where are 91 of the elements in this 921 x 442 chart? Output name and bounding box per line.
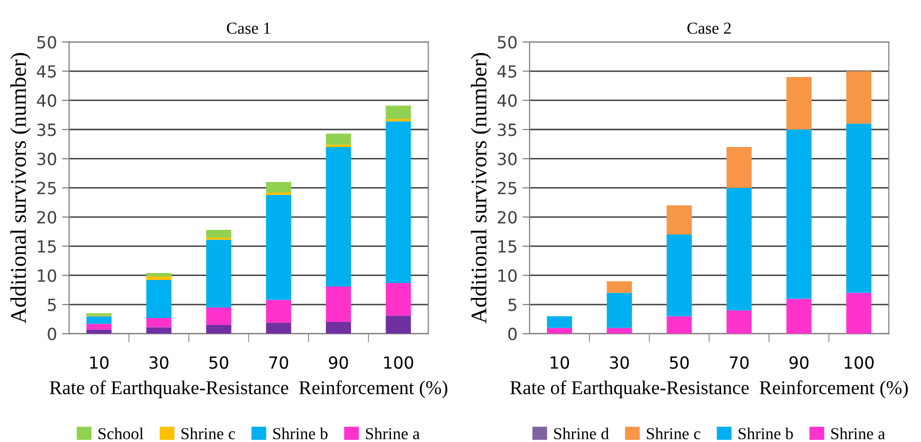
x-tick-label: 90 — [789, 356, 808, 369]
bar — [86, 330, 112, 334]
bar — [146, 273, 172, 277]
bar — [326, 286, 352, 322]
bar — [606, 328, 632, 334]
bar — [726, 147, 752, 188]
bar — [386, 316, 411, 334]
legend-label: Shrine c — [646, 428, 700, 440]
bar — [266, 300, 292, 323]
bar — [846, 124, 872, 293]
legend-label: Shrine d — [554, 428, 609, 440]
bar — [326, 147, 352, 286]
y-tick-label: 15 — [498, 240, 516, 253]
bar — [666, 205, 692, 235]
x-tick-label: 50 — [670, 356, 689, 369]
bar — [146, 327, 172, 334]
chart-title: Case 1 — [226, 22, 270, 34]
bar — [326, 322, 352, 334]
legend-label: Shrine a — [366, 428, 420, 440]
bar — [206, 240, 232, 308]
x-tick-label: 70 — [269, 356, 288, 369]
bar — [726, 310, 752, 334]
bar — [666, 234, 692, 316]
bar — [386, 121, 411, 283]
x-tick-label: 10 — [90, 356, 109, 369]
y-tick-label: 0 — [508, 328, 517, 340]
bar — [786, 130, 812, 299]
x-tick-label: 50 — [209, 356, 228, 369]
legend-label: Shrine a — [831, 428, 886, 440]
x-tick-label: 70 — [730, 356, 749, 369]
y-tick-label: 50 — [37, 36, 56, 49]
y-tick-label: 50 — [498, 36, 517, 49]
x-tick-label: 30 — [150, 356, 168, 369]
bar — [326, 134, 352, 145]
y-tick-label: 20 — [498, 210, 517, 224]
x-axis-title: Rate of Earthquake-Resistance Reinforcement (%) — [50, 380, 448, 398]
y-tick-label: 30 — [498, 152, 517, 166]
x-tick-label: 10 — [550, 356, 570, 369]
chart-title: Case 2 — [687, 22, 731, 34]
x-tick-label: 30 — [610, 356, 629, 369]
x-axis-title: Rate of Earthquake-Resistance Reinforcement (%) — [510, 380, 908, 398]
legend-label: Shrine c — [182, 428, 235, 440]
y-tick-label: 15 — [38, 240, 56, 253]
bar — [86, 324, 112, 330]
bar — [146, 280, 172, 318]
x-tick-label: 90 — [328, 356, 348, 369]
legend-label: Shrine b — [273, 428, 328, 440]
y-tick-label: 5 — [48, 298, 56, 312]
y-tick-label: 45 — [36, 65, 56, 78]
bar — [606, 281, 632, 293]
x-tick-label: 100 — [844, 356, 874, 369]
bar — [206, 230, 232, 238]
y-axis-title: Additional survivors (number) — [470, 53, 492, 324]
y-tick-label: 35 — [37, 123, 56, 136]
y-tick-label: 20 — [37, 210, 56, 224]
bar — [206, 307, 232, 325]
bar — [266, 322, 292, 334]
bar — [846, 71, 872, 124]
bar — [146, 318, 172, 328]
y-tick-label: 40 — [36, 94, 56, 107]
bar — [846, 292, 872, 334]
y-tick-label: 0 — [48, 328, 56, 340]
y-tick-label: 25 — [498, 182, 516, 194]
y-tick-label: 25 — [37, 182, 56, 194]
bar — [146, 276, 172, 280]
y-tick-label: 10 — [498, 269, 517, 282]
legend-label: School — [98, 428, 144, 440]
bar — [546, 328, 572, 334]
bar — [666, 316, 692, 334]
bar — [386, 282, 411, 316]
bar — [206, 237, 232, 240]
bar — [326, 144, 352, 148]
bar — [266, 194, 292, 300]
y-tick-label: 35 — [498, 123, 516, 136]
y-tick-label: 10 — [38, 269, 56, 282]
y-axis-title: Additional survivors (number) — [10, 53, 31, 324]
bar — [206, 324, 232, 334]
y-tick-label: 30 — [37, 152, 56, 166]
bar — [606, 292, 632, 328]
y-tick-label: 40 — [497, 94, 517, 107]
bar — [386, 106, 411, 120]
x-tick-label: 100 — [384, 356, 414, 369]
y-tick-label: 5 — [508, 298, 516, 312]
bar — [786, 76, 812, 130]
bar — [546, 316, 572, 328]
bar — [266, 182, 292, 193]
bar — [726, 188, 752, 310]
y-tick-label: 45 — [497, 65, 516, 78]
bar — [86, 316, 112, 324]
legend-label: Shrine b — [738, 428, 793, 440]
bar — [786, 298, 812, 334]
